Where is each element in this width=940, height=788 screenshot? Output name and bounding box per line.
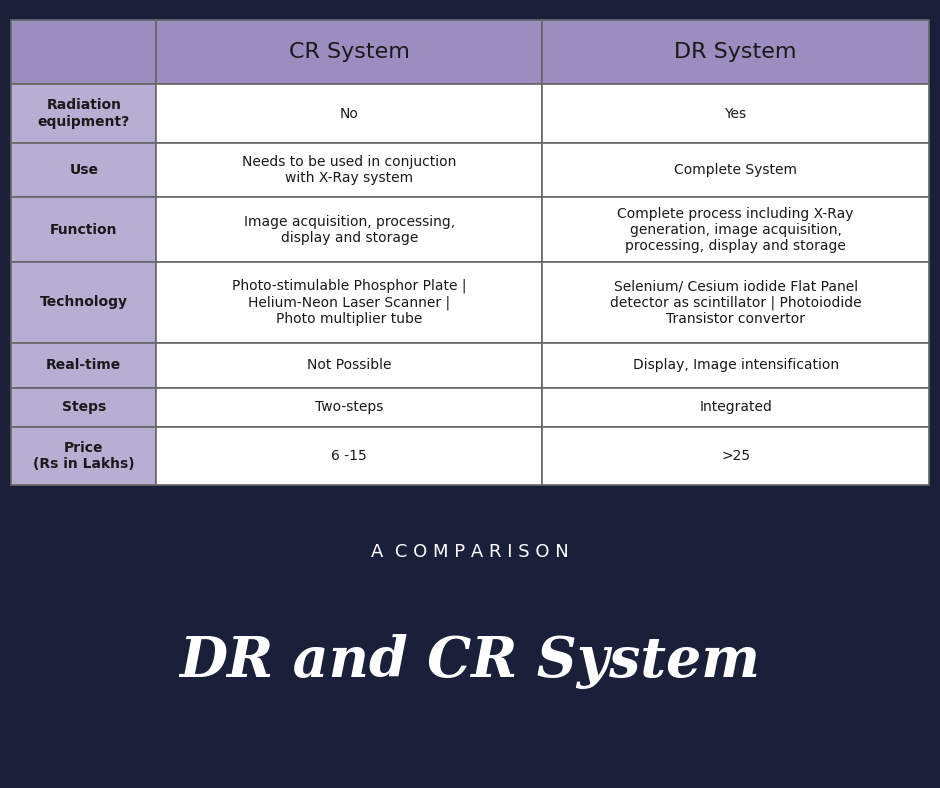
Bar — [11, 388, 156, 427]
Text: Image acquisition, processing,
display and storage: Image acquisition, processing, display a… — [243, 214, 455, 245]
Text: Real-time: Real-time — [46, 359, 121, 373]
Text: Integrated: Integrated — [699, 400, 772, 414]
Text: No: No — [340, 106, 359, 121]
Bar — [11, 427, 156, 485]
Text: Photo-stimulable Phosphor Plate |
Helium-Neon Laser Scanner |
Photo multiplier t: Photo-stimulable Phosphor Plate | Helium… — [232, 279, 466, 326]
Bar — [156, 343, 542, 388]
Text: Technology: Technology — [39, 296, 128, 310]
Text: Complete System: Complete System — [674, 163, 797, 177]
Bar — [11, 84, 156, 143]
Bar — [156, 198, 542, 262]
Bar — [11, 198, 156, 262]
Bar — [542, 388, 929, 427]
Text: 6 -15: 6 -15 — [332, 449, 368, 463]
Text: Not Possible: Not Possible — [307, 359, 392, 373]
Text: Radiation
equipment?: Radiation equipment? — [38, 98, 130, 128]
Bar — [156, 388, 542, 427]
Bar — [11, 262, 156, 343]
Text: A  C O M P A R I S O N: A C O M P A R I S O N — [371, 543, 569, 560]
Bar — [156, 427, 542, 485]
Text: Use: Use — [70, 163, 99, 177]
Text: DR and CR System: DR and CR System — [180, 634, 760, 690]
Bar — [542, 427, 929, 485]
Bar — [156, 84, 542, 143]
Bar — [156, 262, 542, 343]
Bar — [11, 343, 156, 388]
Bar — [542, 20, 929, 84]
Text: Price
(Rs in Lakhs): Price (Rs in Lakhs) — [33, 440, 134, 471]
Bar — [156, 20, 542, 84]
Text: Complete process including X-Ray
generation, image acquisition,
processing, disp: Complete process including X-Ray generat… — [618, 206, 854, 253]
Text: Needs to be used in conjuction
with X-Ray system: Needs to be used in conjuction with X-Ra… — [243, 155, 457, 185]
Text: CR System: CR System — [289, 42, 410, 62]
Bar — [542, 262, 929, 343]
Bar — [542, 198, 929, 262]
Bar — [156, 143, 542, 198]
Text: >25: >25 — [721, 449, 750, 463]
Bar — [542, 343, 929, 388]
Text: Selenium/ Cesium iodide Flat Panel
detector as scintillator | Photoiodide
Transi: Selenium/ Cesium iodide Flat Panel detec… — [610, 279, 861, 326]
Text: Steps: Steps — [62, 400, 106, 414]
Text: Yes: Yes — [725, 106, 746, 121]
Text: Display, Image intensification: Display, Image intensification — [633, 359, 838, 373]
Text: DR System: DR System — [674, 42, 797, 62]
Text: Function: Function — [50, 223, 118, 236]
Text: Two-steps: Two-steps — [315, 400, 384, 414]
Bar — [542, 143, 929, 198]
Bar — [542, 84, 929, 143]
Bar — [11, 143, 156, 198]
Bar — [11, 20, 156, 84]
